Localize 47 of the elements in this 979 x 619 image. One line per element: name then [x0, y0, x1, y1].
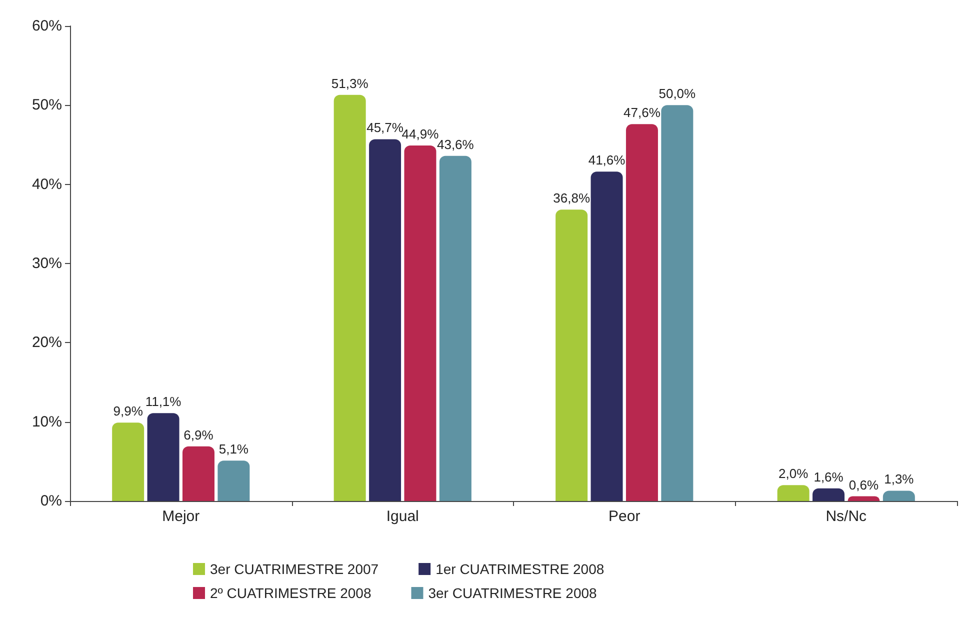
y-tick-label: 30%: [32, 255, 62, 272]
bar: [848, 496, 880, 501]
data-label: 47,6%: [624, 105, 661, 120]
bar: [812, 488, 845, 501]
bar: [439, 156, 472, 501]
data-label: 5,1%: [218, 442, 249, 457]
bar: [369, 139, 402, 501]
y-tick-label: 0%: [40, 492, 62, 510]
bar: [218, 460, 250, 501]
y-tick-label: 60%: [32, 18, 62, 34]
bar: [334, 94, 366, 501]
bar: [112, 422, 144, 501]
data-label: 2,0%: [778, 466, 809, 482]
bar: [777, 485, 810, 501]
bar: [404, 146, 436, 501]
legend-label: 3er CUATRIMESTRE 2007: [210, 561, 379, 577]
x-tick-label: Mejor: [162, 508, 200, 525]
data-label: 1,3%: [884, 472, 914, 487]
legend-label: 1er CUATRIMESTRE 2008: [436, 561, 604, 577]
bar: [182, 446, 214, 501]
data-label: 51,3%: [331, 76, 369, 91]
data-label: 44,9%: [402, 126, 440, 142]
legend-label: 2º CUATRIMESTRE 2008: [210, 585, 372, 601]
data-label: 9,9%: [113, 404, 144, 419]
bar: [661, 105, 694, 501]
data-label: 0,6%: [848, 477, 879, 492]
data-label: 43,6%: [436, 136, 474, 152]
data-label: 45,7%: [366, 120, 404, 136]
y-tick-label: 20%: [32, 334, 62, 352]
bar: [626, 124, 658, 501]
x-tick-label: Igual: [386, 508, 419, 525]
data-label: 36,8%: [553, 190, 590, 206]
y-tick-label: 50%: [32, 96, 62, 114]
data-label: 1,6%: [814, 469, 844, 484]
legend-label: 3er CUATRIMESTRE 2008: [428, 585, 598, 601]
x-tick-label: Peor: [608, 508, 640, 525]
x-tick-label: Ns/Nc: [826, 508, 868, 525]
bar: [882, 490, 915, 501]
data-label: 41,6%: [588, 152, 626, 168]
data-label: 11,1%: [145, 394, 182, 410]
bar: [556, 210, 588, 501]
data-label: 6,9%: [184, 427, 214, 442]
y-tick-label: 10%: [32, 413, 62, 430]
bar: [590, 172, 623, 501]
y-tick-label: 40%: [32, 176, 62, 193]
data-label: 50,0%: [658, 86, 696, 102]
bar: [147, 413, 180, 501]
